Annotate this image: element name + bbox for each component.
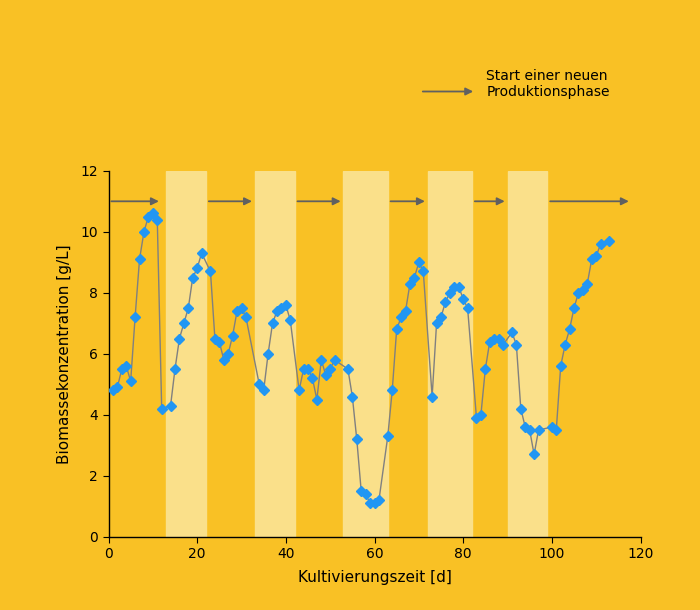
Y-axis label: Biomassekonzentration [g/L]: Biomassekonzentration [g/L] (57, 244, 72, 464)
Bar (508, 171, 547, 537)
Bar (255, 171, 295, 537)
Bar (428, 171, 472, 537)
X-axis label: Kultivierungszeit [d]: Kultivierungszeit [d] (298, 570, 452, 584)
Text: Start einer neuen
Produktionsphase: Start einer neuen Produktionsphase (486, 69, 610, 99)
Bar (344, 171, 388, 537)
Bar (166, 171, 206, 537)
